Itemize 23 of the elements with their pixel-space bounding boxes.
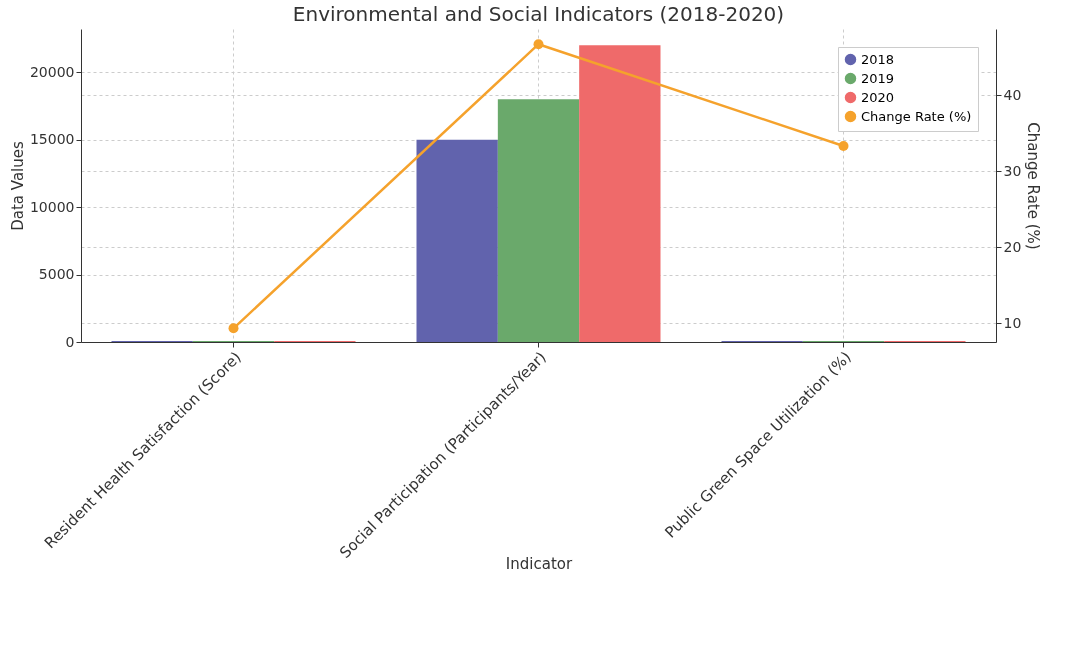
chart-title: Environmental and Social Indicators (2018-2020) — [292, 2, 785, 26]
legend-label: 2018 — [861, 51, 895, 67]
y2-tick-label: 20 — [1003, 238, 1022, 255]
x-axis-title: Indicator — [505, 554, 573, 573]
y2-tick-label: 30 — [1003, 162, 1022, 179]
legend-label: 2019 — [861, 70, 895, 86]
y-tick-label: 20000 — [29, 63, 75, 80]
y2-tick-label: 40 — [1003, 86, 1022, 103]
bar — [579, 45, 661, 342]
y2-tick-label: 10 — [1003, 314, 1022, 331]
y2-axis-title: Change Rate (%) — [1024, 122, 1043, 250]
bar — [497, 99, 580, 342]
point — [533, 39, 544, 50]
y-axis-title: Data Values — [8, 141, 27, 231]
y-tick-label: 0 — [65, 333, 75, 350]
legend-label: 2020 — [861, 89, 895, 105]
y-tick-label: 15000 — [29, 131, 75, 148]
point — [838, 141, 849, 151]
bar — [416, 139, 498, 342]
point — [228, 323, 239, 334]
y-tick-label: 10000 — [29, 198, 75, 215]
y-tick-label: 5000 — [38, 266, 75, 283]
legend-label: Change Rate (%) — [861, 108, 972, 124]
